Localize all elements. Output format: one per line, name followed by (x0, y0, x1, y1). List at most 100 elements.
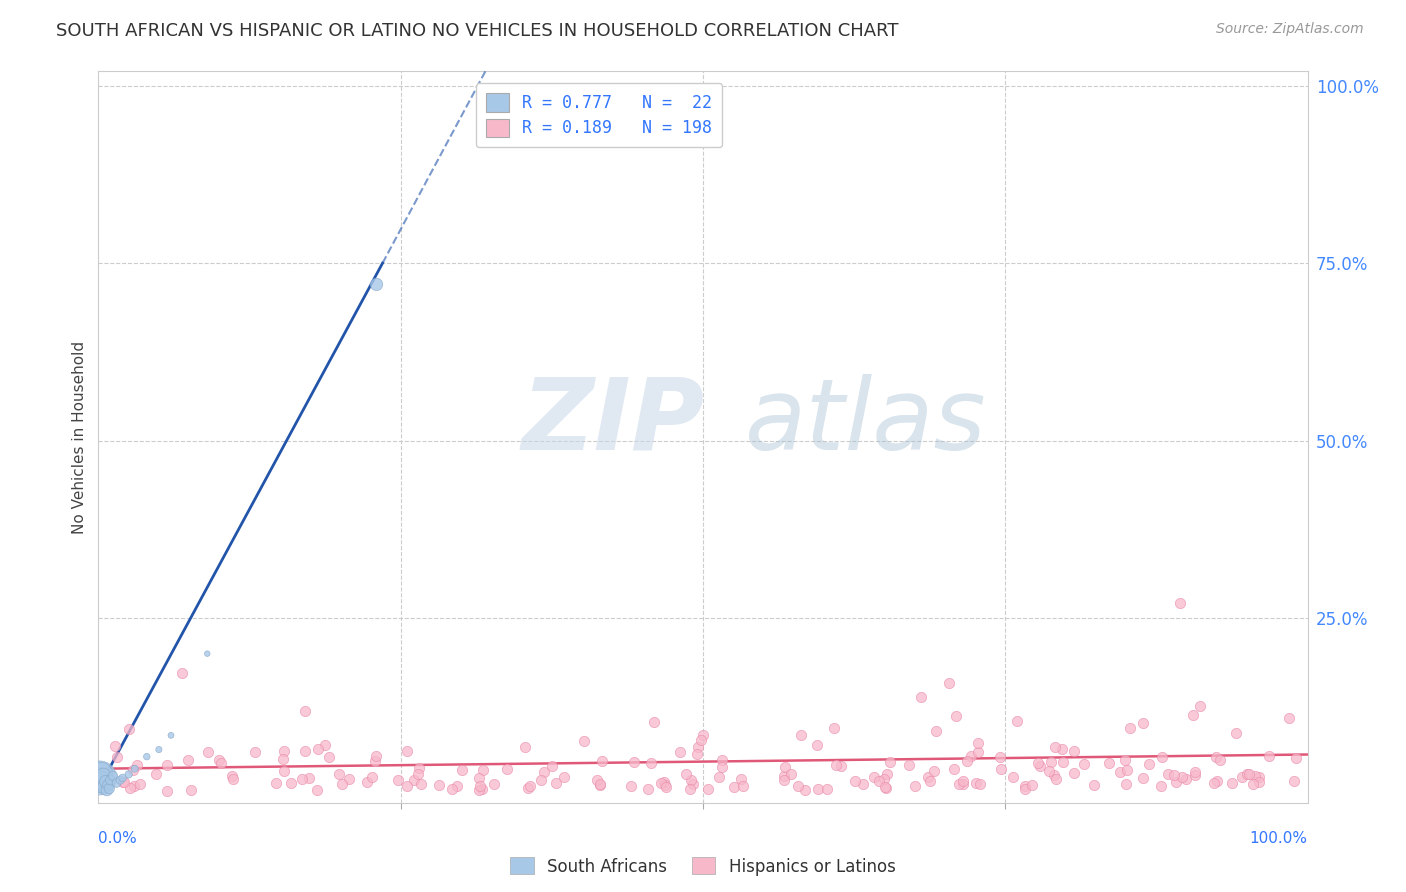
Point (243, 745, 266, 759)
Point (1157, 767, 1180, 781)
Point (409, 777, 432, 791)
Point (1132, 716, 1154, 731)
Point (108, 773, 131, 788)
Point (468, 771, 491, 785)
Point (89, 771, 111, 785)
Point (1063, 766, 1085, 780)
Point (553, 770, 575, 784)
Point (222, 772, 245, 786)
Point (1181, 708, 1204, 723)
Point (988, 749, 1011, 764)
Point (1050, 742, 1073, 756)
Point (945, 709, 967, 723)
Point (897, 757, 920, 772)
Point (969, 777, 991, 791)
Point (875, 780, 897, 794)
Point (148, 742, 170, 756)
Point (730, 772, 752, 787)
Point (1150, 750, 1173, 764)
Point (910, 690, 932, 705)
Point (366, 277, 388, 292)
Point (160, 728, 183, 742)
Point (654, 778, 676, 792)
Point (484, 777, 506, 791)
Point (823, 721, 845, 735)
Point (156, 784, 179, 798)
Point (637, 782, 659, 797)
Point (1098, 756, 1121, 770)
Point (655, 780, 678, 795)
Text: 100.0%: 100.0% (1250, 830, 1308, 846)
Point (1237, 767, 1260, 781)
Point (1029, 759, 1052, 773)
Y-axis label: No Vehicles in Household: No Vehicles in Household (72, 341, 87, 533)
Point (1045, 772, 1067, 786)
Point (942, 762, 965, 776)
Point (156, 758, 179, 772)
Point (844, 773, 866, 788)
Point (723, 780, 745, 794)
Point (1014, 779, 1036, 793)
Point (1202, 776, 1225, 790)
Point (1073, 757, 1095, 772)
Point (427, 778, 450, 792)
Point (495, 762, 517, 776)
Point (1247, 770, 1270, 784)
Point (918, 774, 941, 789)
Point (830, 759, 852, 773)
Point (589, 778, 612, 792)
Point (404, 772, 426, 787)
Point (952, 777, 974, 791)
Point (1230, 770, 1253, 784)
Point (1258, 749, 1281, 764)
Point (314, 738, 336, 752)
Point (361, 770, 384, 784)
Point (356, 775, 378, 789)
Point (1241, 777, 1264, 791)
Point (408, 767, 430, 781)
Point (111, 775, 134, 789)
Point (1150, 779, 1173, 793)
Point (1164, 775, 1187, 789)
Point (363, 754, 385, 768)
Point (572, 733, 595, 747)
Point (1205, 750, 1227, 764)
Point (180, 782, 202, 797)
Point (1220, 775, 1243, 789)
Point (145, 767, 167, 781)
Point (956, 754, 979, 768)
Point (862, 771, 884, 785)
Point (643, 714, 665, 729)
Point (710, 753, 733, 767)
Point (1001, 771, 1024, 785)
Point (93, 765, 115, 780)
Point (122, 780, 145, 794)
Point (264, 776, 287, 790)
Point (516, 781, 538, 796)
Point (1005, 714, 1028, 728)
Point (195, 647, 218, 661)
Point (121, 764, 143, 778)
Point (585, 772, 607, 787)
Point (967, 736, 990, 750)
Point (852, 777, 875, 791)
Point (273, 744, 295, 758)
Point (440, 782, 463, 797)
Point (221, 769, 243, 783)
Point (530, 772, 553, 787)
Point (690, 733, 713, 747)
Point (1119, 721, 1142, 735)
Point (208, 753, 231, 767)
Point (1278, 711, 1301, 725)
Point (1038, 764, 1060, 779)
Point (91, 769, 114, 783)
Point (1188, 699, 1211, 714)
Point (1184, 765, 1206, 780)
Point (787, 779, 810, 793)
Point (1175, 772, 1198, 787)
Point (129, 777, 152, 791)
Point (668, 745, 690, 759)
Point (815, 782, 838, 797)
Point (1249, 774, 1271, 789)
Point (318, 750, 340, 764)
